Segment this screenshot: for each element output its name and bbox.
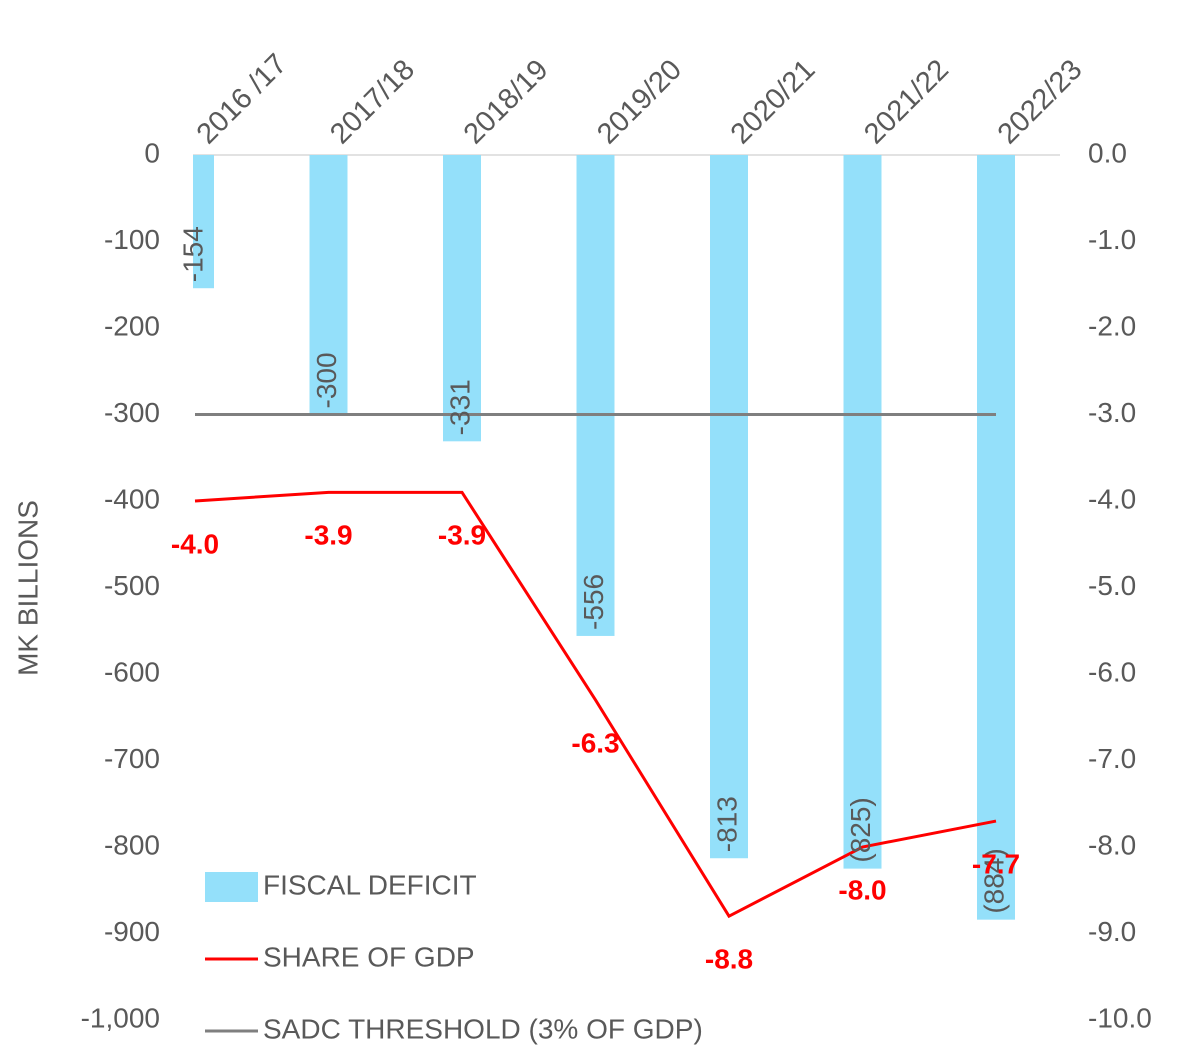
data-label: -556 [578, 574, 609, 630]
y-tick-label: -400 [104, 483, 160, 514]
y2-tick-label: -1.0 [1088, 224, 1136, 255]
data-label: -8.8 [705, 944, 753, 975]
data-label: -8.0 [838, 874, 886, 905]
x-tick-label: 2019/20 [591, 54, 688, 151]
bar [977, 155, 1015, 920]
y-tick-label: -700 [104, 743, 160, 774]
data-label: -3.9 [304, 520, 352, 551]
y2-tick-label: -10.0 [1088, 1002, 1152, 1033]
y-tick-label: -500 [104, 570, 160, 601]
data-label: -4.0 [171, 528, 219, 559]
data-label: -331 [444, 379, 475, 435]
y2-tick-label: -7.0 [1088, 743, 1136, 774]
data-label: (825) [845, 797, 876, 862]
bar [576, 155, 615, 636]
plot-area [193, 155, 1015, 920]
x-tick-label: 2020/21 [725, 54, 822, 151]
bar [843, 155, 882, 869]
data-label: -154 [177, 226, 208, 282]
y2-tick-label: -4.0 [1088, 483, 1136, 514]
legend-label: FISCAL DEFICIT [263, 869, 477, 900]
data-label: -7.7 [972, 848, 1020, 879]
data-label: -6.3 [571, 727, 619, 758]
y-tick-label: -100 [104, 224, 160, 255]
y2-tick-label: -3.0 [1088, 397, 1136, 428]
y-tick-label: -600 [104, 656, 160, 687]
data-label: -300 [311, 352, 342, 408]
legend-label: SADC THRESHOLD (3% OF GDP) [263, 1013, 703, 1044]
y2-tick-label: -2.0 [1088, 310, 1136, 341]
y2-tick-label: -8.0 [1088, 829, 1136, 860]
legend-label: SHARE OF GDP [263, 941, 475, 972]
y2-tick-label: 0.0 [1088, 137, 1127, 168]
y-tick-label: -300 [104, 397, 160, 428]
x-tick-label: 2017/18 [324, 54, 421, 151]
data-label: (884) [978, 848, 1009, 913]
y2-tick-label: -5.0 [1088, 570, 1136, 601]
data-label: -3.9 [438, 520, 486, 551]
bar [193, 155, 214, 289]
y-tick-label: -1,000 [81, 1002, 160, 1033]
x-tick-label: 2016 /17 [191, 48, 293, 150]
y2-tick-label: -9.0 [1088, 916, 1136, 947]
bar [443, 155, 481, 442]
bar [710, 155, 748, 859]
y-tick-label: -900 [104, 916, 160, 947]
x-tick-label: 2022/23 [992, 54, 1089, 151]
legend-swatch [205, 872, 258, 902]
y-axis-label: MK BILLIONS [12, 500, 43, 676]
y2-tick-label: -6.0 [1088, 656, 1136, 687]
x-tick-label: 2018/19 [458, 54, 555, 151]
y-tick-label: 0 [144, 137, 160, 168]
bar [309, 155, 348, 415]
line [194, 490, 997, 919]
y-tick-label: -800 [104, 829, 160, 860]
data-label: -813 [711, 796, 742, 852]
y-tick-label: -200 [104, 310, 160, 341]
x-tick-label: 2021/22 [858, 54, 955, 151]
